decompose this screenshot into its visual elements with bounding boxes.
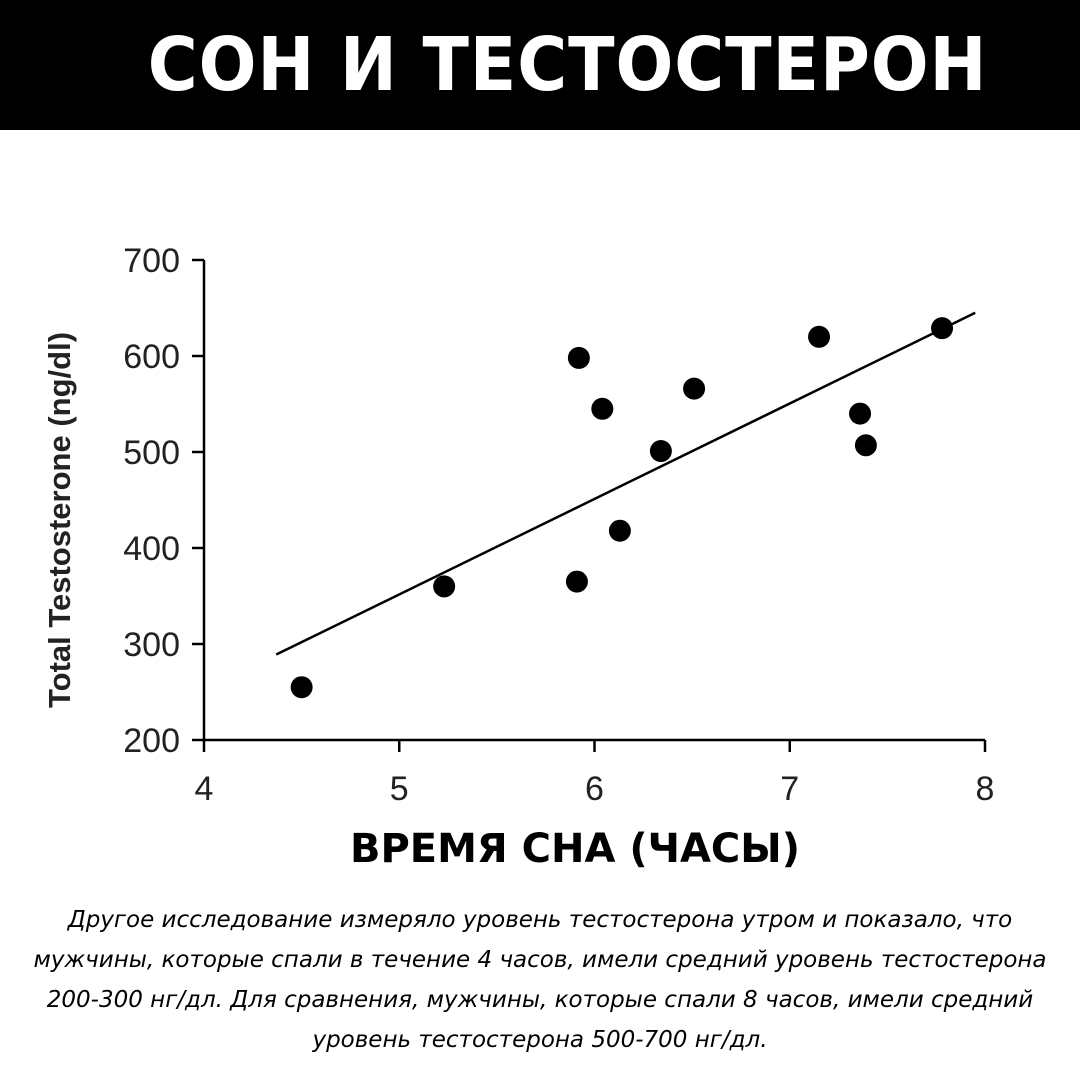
x-tick-label: 8	[976, 770, 995, 808]
page-title: СОН И ТЕСТОСТЕРОН	[147, 22, 988, 108]
data-point	[849, 402, 872, 425]
y-tick-label: 300	[123, 626, 180, 664]
x-tick-label: 6	[585, 770, 604, 808]
data-point	[808, 325, 831, 348]
y-tick-label: 600	[123, 338, 180, 376]
data-point	[565, 570, 588, 593]
x-tick-label: 5	[390, 770, 409, 808]
scatter-chart: 4 5 6 7 8 200 300 400 500 600 700 Total Testosteron…	[42, 242, 995, 808]
data-point	[854, 434, 877, 457]
y-axis-label: Total Testosterone (ng/dl)	[42, 332, 77, 708]
data-point	[567, 346, 590, 369]
y-tick-label: 400	[123, 530, 180, 568]
data-point	[433, 575, 456, 598]
data-point	[608, 519, 631, 542]
data-point	[290, 676, 313, 699]
y-tick-label: 500	[123, 434, 180, 472]
y-tick-label: 200	[123, 722, 180, 760]
title-banner	[0, 0, 1080, 130]
data-point	[591, 397, 614, 420]
x-tick-label: 7	[780, 770, 799, 808]
trend-line	[275, 311, 976, 656]
data-point	[931, 317, 954, 340]
data-point	[649, 440, 672, 463]
x-axis-label: ВРЕМЯ СНА (ЧАСЫ)	[349, 826, 801, 872]
x-tick-label: 4	[195, 770, 214, 808]
data-point	[683, 377, 706, 400]
y-tick-label: 700	[123, 242, 180, 280]
caption-text: Другое исследование измеряло уровень тес…	[33, 907, 1047, 1053]
